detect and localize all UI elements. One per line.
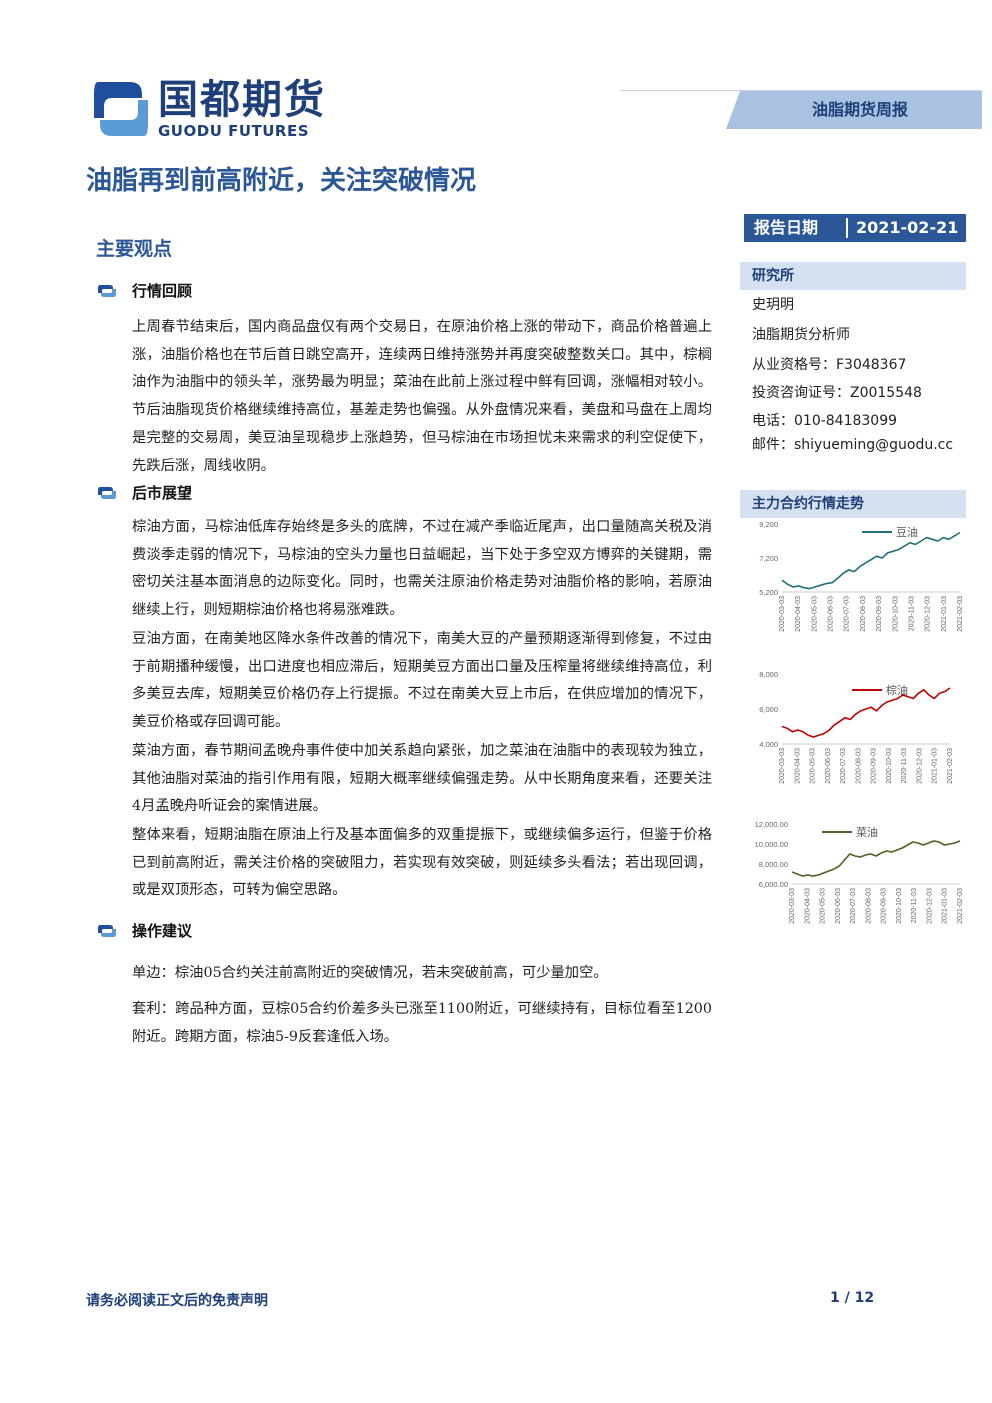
bullet-logo-icon <box>98 486 116 499</box>
logo-chinese: 国都期货 <box>158 77 326 123</box>
heading-strategy: 操作建议 <box>98 920 192 941</box>
y-tick-label: 9,200 <box>759 520 778 529</box>
x-tick-label: 2020-03-03 <box>779 596 786 632</box>
x-tick-label: 2020-11-03 <box>908 596 915 631</box>
qualification-number: 从业资格号：F3048367 <box>752 357 907 373</box>
legend-label: 豆油 <box>896 525 918 539</box>
heading-market-review: 行情回顾 <box>98 280 192 301</box>
x-tick-label: 2020-05-03 <box>820 888 827 924</box>
x-tick-label: 2020-03-03 <box>789 888 796 924</box>
report-date-label: 报告日期 <box>754 218 819 237</box>
x-tick-label: 2020-05-03 <box>810 748 817 784</box>
x-tick-label: 2020-12-03 <box>925 596 932 632</box>
x-tick-label: 2020-09-03 <box>871 748 878 784</box>
series-line-1 <box>781 687 951 738</box>
heading-outlook: 后市展望 <box>98 482 192 503</box>
legend-label: 菜油 <box>856 825 878 839</box>
y-tick-label: 12,000.00 <box>755 820 788 829</box>
x-tick-label: 2020-07-03 <box>840 748 847 784</box>
x-tick-label: 2020-07-03 <box>850 888 857 924</box>
footer-disclaimer[interactable]: 请务必阅读正文后的免责声明 <box>86 1293 268 1309</box>
x-tick-label: 2020-12-03 <box>926 888 933 924</box>
bullet-logo-icon <box>98 924 116 937</box>
x-tick-label: 2021-01-03 <box>942 888 949 924</box>
paragraph-palm: 棕油方面，马棕油低库存始终是多头的底牌，不过在减产季临近尾声，出口量随高关税及消… <box>132 519 712 619</box>
paragraph-soybean: 豆油方面，在南美地区降水条件改善的情况下，南美大豆的产量预期逐渐得到修复，不过由… <box>132 631 712 731</box>
x-tick-label: 2021-02-03 <box>957 596 964 632</box>
y-tick-label: 6,000.00 <box>759 880 788 889</box>
x-tick-label: 2020-08-03 <box>855 748 862 784</box>
institute-header: 研究所 <box>740 262 966 290</box>
page-number: 1 / 12 <box>830 1290 875 1306</box>
x-tick-label: 2020-10-03 <box>886 748 893 784</box>
x-tick-label: 2020-11-03 <box>901 748 908 783</box>
paragraph-market-review: 上周春节结束后，国内商品盘仅有两个交易日，在原油价格上涨的带动下，商品价格普遍上… <box>132 319 712 474</box>
x-tick-label: 2020-03-03 <box>779 748 786 784</box>
x-tick-label: 2021-02-03 <box>947 748 954 784</box>
series-line-2 <box>791 840 961 877</box>
charts-header: 主力合约行情走势 <box>740 490 966 518</box>
x-tick-label: 2020-10-03 <box>892 596 899 632</box>
rapeseed-oil-chart: 12,000.0010,000.008,000.006,000.002020-0… <box>755 820 964 924</box>
series-line-0 <box>781 531 961 590</box>
report-date-value: 2021-02-21 <box>856 218 959 237</box>
phone: 电话：010-84183099 <box>752 413 898 429</box>
x-tick-label: 2021-01-03 <box>932 748 939 784</box>
x-tick-label: 2020-06-03 <box>828 596 835 632</box>
report-date-box: 报告日期 2021-02-21 <box>744 214 966 242</box>
paragraph-single-side: 单边：棕油05合约关注前高附近的突破情况，若未突破前高，可少量加空。 <box>132 965 608 981</box>
consulting-number: 投资咨询证号：Z0015548 <box>752 385 922 401</box>
x-tick-label: 2020-06-03 <box>825 748 832 784</box>
y-tick-label: 6,000 <box>759 705 778 714</box>
x-tick-label: 2020-07-03 <box>844 596 851 632</box>
x-tick-label: 2020-06-03 <box>835 888 842 924</box>
header-rule <box>620 90 982 91</box>
x-tick-label: 2020-04-03 <box>804 888 811 924</box>
email[interactable]: 邮件：shiyueming@guodu.cc <box>752 437 954 453</box>
y-tick-label: 10,000.00 <box>755 840 788 849</box>
paragraph-arbitrage: 套利：跨品种方面，豆棕05合约价差多头已涨至1100附近，可继续持有，目标位看至… <box>132 1001 712 1045</box>
x-tick-label: 2020-10-03 <box>896 888 903 924</box>
y-tick-label: 8,000.00 <box>759 860 788 869</box>
x-tick-label: 2020-04-03 <box>794 748 801 784</box>
x-tick-label: 2020-09-03 <box>876 596 883 632</box>
x-tick-label: 2020-12-03 <box>916 748 923 784</box>
bullet-logo-icon <box>98 284 116 297</box>
y-tick-label: 8,000 <box>759 670 778 679</box>
paragraph-rapeseed: 菜油方面，春节期间孟晚舟事件使中加关系趋向紧张，加之菜油在油脂中的表现较为独立，… <box>132 743 712 815</box>
report-type-tag: 油脂期货周报 <box>726 91 982 129</box>
x-tick-label: 2021-01-03 <box>941 596 948 632</box>
x-tick-label: 2020-05-03 <box>811 596 818 632</box>
analyst-title: 油脂期货分析师 <box>752 327 850 343</box>
x-tick-label: 2021-02-03 <box>957 888 964 924</box>
x-tick-label: 2020-09-03 <box>881 888 888 924</box>
y-tick-label: 7,200 <box>759 554 778 563</box>
report-title: 油脂再到前高附近，关注突破情况 <box>86 166 477 196</box>
logo-english: GUODU FUTURES <box>158 122 310 140</box>
x-tick-label: 2020-11-03 <box>911 888 918 923</box>
date-divider <box>846 218 848 238</box>
y-tick-label: 5,200 <box>759 588 778 597</box>
x-tick-label: 2020-04-03 <box>795 596 802 632</box>
paragraph-overall: 整体来看，短期油脂在原油上行及基本面偏多的双重提振下，或继续偏多运行，但鉴于价格… <box>132 827 712 899</box>
guodu-logo-icon <box>94 82 148 136</box>
x-tick-label: 2020-08-03 <box>865 888 872 924</box>
analyst-name: 史玥明 <box>752 297 794 313</box>
x-tick-label: 2020-08-03 <box>860 596 867 632</box>
legend-label: 棕油 <box>886 683 908 697</box>
y-tick-label: 4,000 <box>759 740 778 749</box>
section-title: 主要观点 <box>96 238 173 260</box>
